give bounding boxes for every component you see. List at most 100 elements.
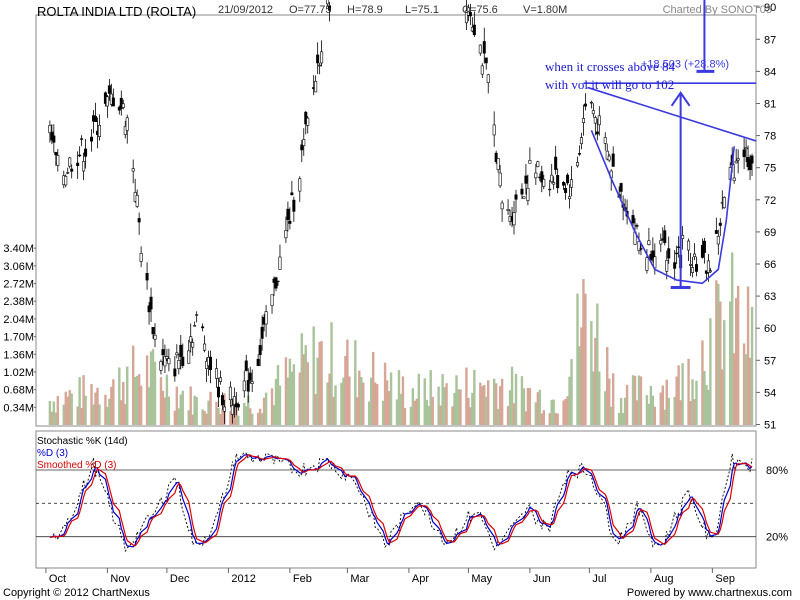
volume-bar	[604, 391, 607, 425]
volume-bar	[403, 407, 407, 425]
volume-bar	[272, 405, 276, 425]
candle-body	[552, 182, 556, 185]
volume-bar	[362, 382, 365, 425]
candle-body	[54, 152, 58, 156]
volume-bar	[538, 389, 542, 425]
volume-bar	[649, 386, 653, 425]
volume-bar	[606, 347, 609, 425]
volume-bar	[556, 413, 559, 425]
price-tick-label: 78	[764, 131, 776, 143]
volume-tick-label: 2.72M	[3, 279, 34, 291]
month-label: Mar	[350, 573, 369, 585]
candle-body	[472, 24, 476, 36]
volume-bar	[635, 400, 639, 425]
volume-bar	[625, 384, 629, 425]
candle-body	[663, 230, 667, 244]
stoch-d-line	[49, 454, 753, 548]
volume-bar	[78, 377, 81, 425]
volume-bar	[401, 376, 405, 425]
volume-bar	[177, 408, 181, 425]
volume-bar	[689, 401, 692, 425]
volume-tick-label: 1.70M	[3, 332, 34, 344]
candle-body	[482, 41, 486, 54]
volume-bar	[381, 400, 385, 425]
volume-bar	[661, 385, 664, 425]
volume-bar	[356, 397, 359, 425]
candle-body	[298, 178, 302, 192]
volume-bar	[540, 413, 543, 425]
candle-body	[288, 220, 292, 224]
volume-bar	[314, 393, 317, 425]
target-arrow	[703, 0, 706, 72]
candle-body	[119, 97, 123, 109]
volume-bar	[249, 408, 252, 425]
candle-body	[605, 150, 609, 160]
month-label: Jul	[592, 573, 606, 585]
volume-bar	[334, 385, 337, 425]
candle-body	[708, 270, 712, 273]
volume-bar	[709, 318, 712, 425]
candle-body	[163, 356, 167, 367]
candle-body	[603, 137, 607, 144]
stoch-sd-label: Smoothed %D (3)	[37, 460, 117, 471]
candle-body	[506, 209, 510, 211]
candle-body	[286, 208, 290, 220]
month-label: Oct	[49, 573, 66, 585]
volume-bar	[76, 406, 79, 425]
volume-bar	[455, 375, 458, 425]
candle-body	[566, 174, 570, 184]
volume-bar	[413, 400, 417, 425]
candle-body	[526, 187, 530, 201]
price-tick-label: 63	[764, 291, 776, 303]
candle-body	[151, 327, 155, 335]
volume-bar	[328, 373, 331, 425]
volume-bar	[498, 386, 502, 425]
volume-bar	[732, 353, 736, 425]
candle-body	[734, 160, 738, 164]
volume-bar	[645, 395, 649, 425]
volume-bar	[96, 387, 99, 425]
volume-bar	[145, 355, 149, 425]
volume-bar	[358, 370, 361, 425]
volume-bar	[570, 359, 573, 425]
volume-bar	[564, 398, 567, 425]
candle-body	[677, 246, 681, 248]
volume-bar	[631, 375, 635, 425]
volume-bar	[342, 377, 345, 425]
volume-bar	[508, 390, 512, 425]
candle-body	[121, 103, 125, 108]
volume-bar	[50, 411, 54, 425]
volume-bar	[425, 399, 428, 425]
candle-body	[589, 101, 593, 104]
candle-body	[90, 136, 94, 142]
candle-body	[82, 161, 86, 172]
volume-bar	[506, 405, 510, 425]
candle-body	[220, 395, 224, 406]
candle-body	[274, 277, 278, 289]
candle-body	[314, 80, 318, 93]
candle-body	[645, 257, 649, 271]
candle-body	[276, 280, 280, 283]
volume-bar	[744, 354, 748, 425]
candle-body	[284, 229, 288, 239]
volume-bar	[721, 369, 724, 425]
volume-bar	[332, 396, 335, 425]
volume-bar	[598, 371, 601, 425]
volume-bar	[445, 383, 448, 425]
volume-bar	[306, 362, 309, 425]
volume-bar	[496, 408, 500, 425]
candle-body	[665, 260, 669, 272]
volume-bar	[80, 408, 83, 425]
candle-body	[242, 380, 246, 392]
volume-bar	[411, 388, 415, 425]
volume-bar	[637, 375, 641, 425]
price-tick-label: 54	[764, 387, 776, 399]
measured-move-arrow	[670, 91, 691, 288]
volume-bar	[118, 367, 121, 425]
candle-body	[468, 12, 472, 17]
volume-bar	[205, 413, 208, 425]
volume-bar	[326, 382, 329, 425]
measured-move-arrow-head	[670, 91, 691, 107]
volume-bar	[276, 365, 280, 425]
volume-tick-label: 3.06M	[3, 261, 34, 273]
